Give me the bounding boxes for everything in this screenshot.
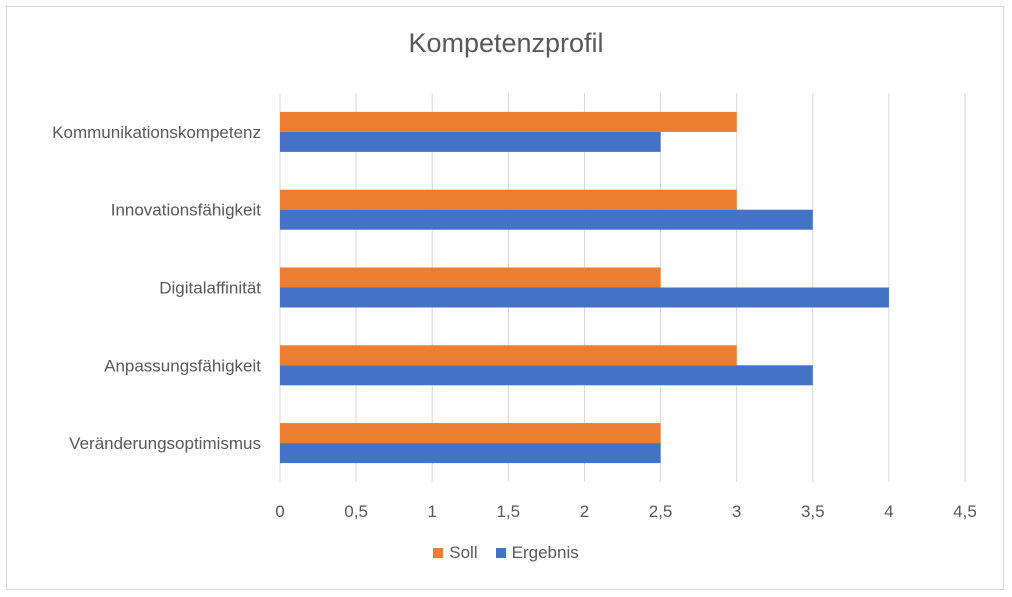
legend: Soll Ergebnis bbox=[0, 543, 1012, 563]
x-tick-label: 0,5 bbox=[344, 502, 368, 521]
bar-ergebnis bbox=[280, 365, 813, 386]
x-tick-label: 4,5 bbox=[953, 502, 977, 521]
bar-soll bbox=[280, 267, 661, 288]
legend-swatch-soll bbox=[433, 548, 444, 558]
x-tick-label: 1 bbox=[427, 502, 436, 521]
legend-swatch-ergebnis bbox=[495, 548, 506, 558]
legend-label-ergebnis: Ergebnis bbox=[511, 543, 579, 562]
category-label: Anpassungsfähigkeit bbox=[104, 356, 261, 375]
x-tick-label: 3,5 bbox=[801, 502, 825, 521]
x-tick-label: 2,5 bbox=[649, 502, 673, 521]
x-tick-label: 4 bbox=[884, 502, 893, 521]
bar-ergebnis bbox=[280, 209, 813, 230]
category-label: Veränderungsoptimismus bbox=[69, 434, 261, 453]
x-tick-label: 0 bbox=[275, 502, 284, 521]
bar-soll bbox=[280, 111, 737, 132]
legend-label-soll: Soll bbox=[449, 543, 478, 562]
legend-item-soll: Soll bbox=[433, 543, 478, 563]
category-label: Kommunikationskompetenz bbox=[52, 123, 261, 142]
bar-ergebnis bbox=[280, 287, 889, 308]
category-label: Digitalaffinität bbox=[159, 279, 261, 298]
bar-ergebnis bbox=[280, 443, 661, 464]
bar-ergebnis bbox=[280, 131, 661, 152]
x-tick-label: 1,5 bbox=[497, 502, 521, 521]
chart-title: Kompetenzprofil bbox=[408, 28, 604, 58]
x-tick-label: 3 bbox=[732, 502, 741, 521]
bar-soll bbox=[280, 189, 737, 210]
bar-soll bbox=[280, 423, 661, 444]
category-label: Innovationsfähigkeit bbox=[111, 201, 262, 220]
x-tick-label: 2 bbox=[580, 502, 589, 521]
legend-item-ergebnis: Ergebnis bbox=[495, 543, 579, 563]
bar-soll bbox=[280, 345, 737, 366]
